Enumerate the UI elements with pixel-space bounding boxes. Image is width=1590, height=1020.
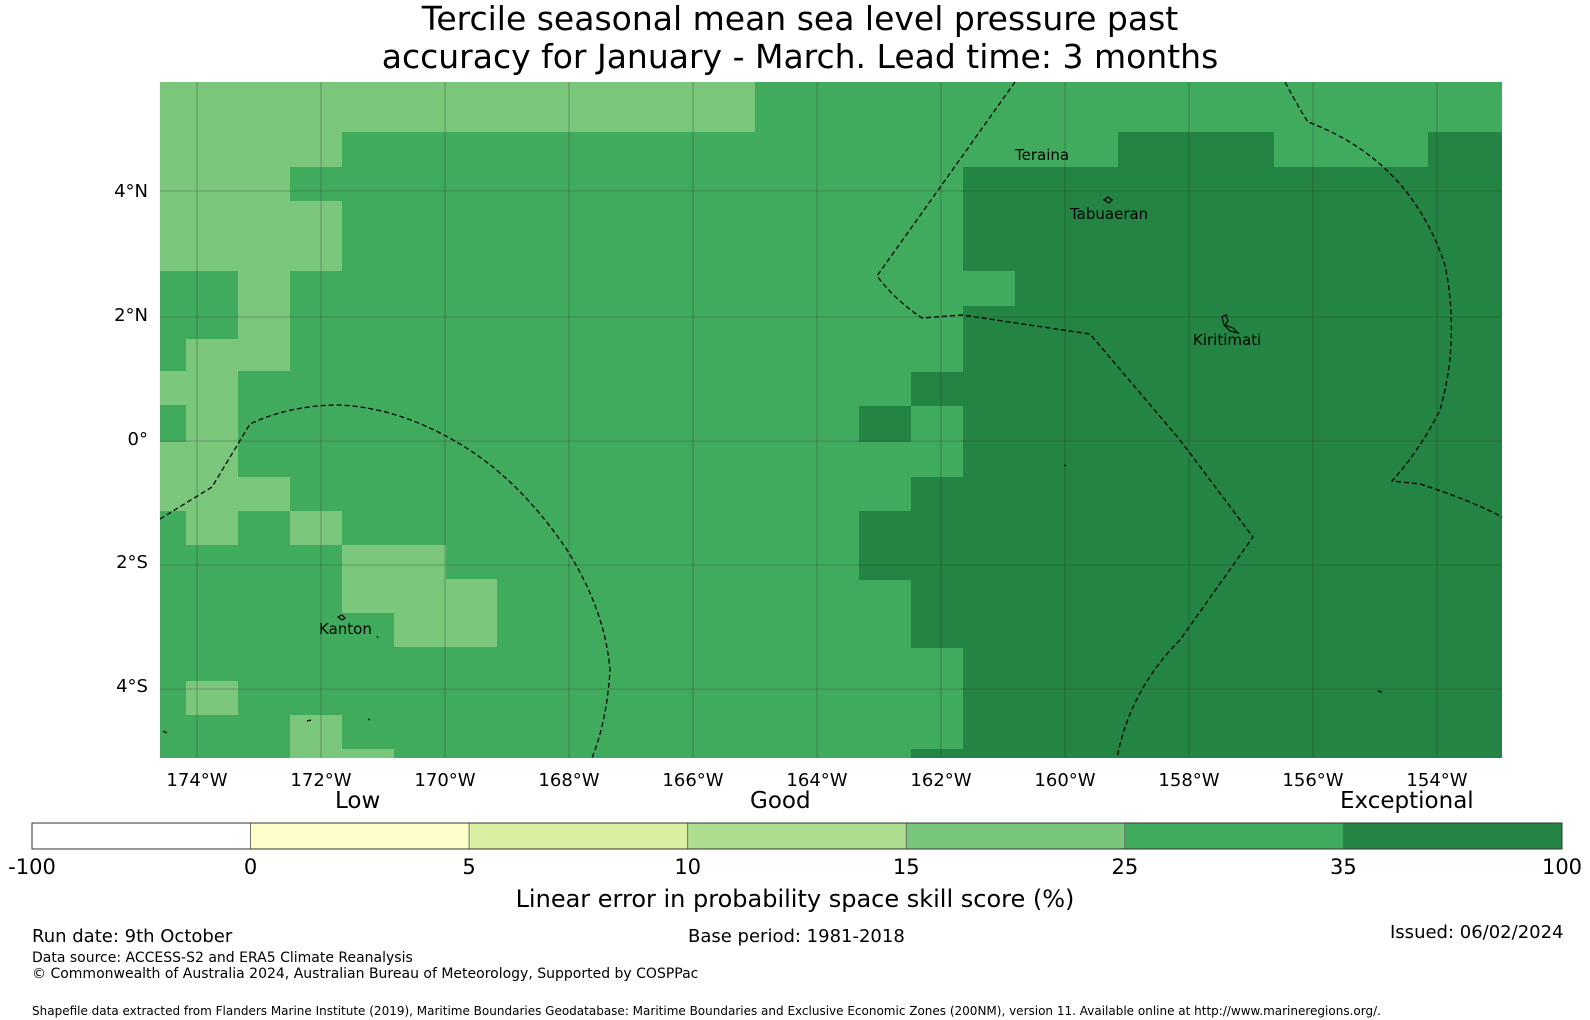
lon-label-170w: 170°W bbox=[414, 770, 476, 791]
islet-marker bbox=[376, 635, 379, 639]
grid-cell bbox=[290, 511, 342, 545]
colorbar-tick: 35 bbox=[1330, 855, 1357, 879]
eez-boundary-line-islands-east bbox=[1284, 81, 1503, 518]
islet-marker-3 bbox=[367, 718, 371, 721]
grid-cell bbox=[238, 477, 290, 511]
lon-label-154w: 154°W bbox=[1406, 770, 1468, 791]
data-source: Data source: ACCESS-S2 and ERA5 Climate … bbox=[32, 950, 413, 966]
lon-label-166w: 166°W bbox=[662, 770, 724, 791]
category-label-low: Low bbox=[335, 788, 381, 814]
issued-date: Issued: 06/02/2024 bbox=[1390, 922, 1564, 943]
grid-cell bbox=[1118, 132, 1274, 167]
colorbar-title: Linear error in probability space skill … bbox=[515, 885, 1075, 913]
grid-cell bbox=[911, 477, 1502, 511]
category-label-good: Good bbox=[750, 788, 811, 814]
lon-label-158w: 158°W bbox=[1158, 770, 1220, 791]
copyright: © Commonwealth of Australia 2024, Austra… bbox=[32, 966, 699, 982]
eez-boundary-line-islands-west bbox=[876, 81, 1254, 759]
lon-label-160w: 160°W bbox=[1034, 770, 1096, 791]
category-label-exceptional: Exceptional bbox=[1340, 788, 1474, 814]
map-title: Tercile seasonal mean sea level pressure… bbox=[250, 0, 1350, 76]
grid-cell bbox=[394, 613, 497, 647]
grid-cell bbox=[160, 442, 238, 511]
grid-cell bbox=[342, 545, 446, 579]
island-kiritimati-shape bbox=[1221, 314, 1240, 335]
lon-label-156w: 156°W bbox=[1282, 770, 1344, 791]
grid-cell bbox=[911, 749, 963, 758]
lon-label-168w: 168°W bbox=[538, 770, 600, 791]
title-line-1: Tercile seasonal mean sea level pressure… bbox=[421, 0, 1179, 38]
lon-label-174w: 174°W bbox=[166, 770, 228, 791]
grid-cell bbox=[963, 406, 1502, 477]
grid-cell bbox=[1428, 132, 1502, 167]
grid-cell bbox=[160, 167, 290, 201]
lat-label-4n: 4°N bbox=[114, 181, 148, 202]
colorbar-tick: 100 bbox=[1541, 855, 1583, 879]
colorbar-tick: 15 bbox=[892, 855, 920, 879]
lat-label-4s: 4°S bbox=[116, 676, 148, 697]
skill-grid bbox=[160, 82, 1502, 758]
eez-boundary-kanton bbox=[159, 404, 611, 759]
grid-cell bbox=[1015, 271, 1502, 306]
island-kanton-shape bbox=[336, 614, 346, 621]
grid-cell bbox=[160, 371, 238, 405]
grid-cell bbox=[238, 271, 290, 371]
islet-marker-5 bbox=[1063, 464, 1067, 467]
grid-cell bbox=[911, 372, 1502, 406]
grid-cell bbox=[342, 579, 497, 613]
grid-cell bbox=[186, 339, 238, 371]
colorbar-tick: 0 bbox=[243, 855, 258, 879]
islands bbox=[162, 196, 1383, 734]
colorbar-tick: 25 bbox=[1111, 855, 1139, 879]
colorbar-tick: 5 bbox=[462, 855, 476, 879]
grid-cell bbox=[963, 648, 1502, 758]
run-date: Run date: 9th October bbox=[32, 926, 233, 947]
grid-cell bbox=[859, 406, 911, 442]
grid-cell bbox=[160, 132, 342, 167]
islet-marker-2 bbox=[306, 719, 312, 722]
colorbar-tick: 10 bbox=[674, 855, 702, 879]
grid-cell bbox=[160, 201, 342, 271]
grid-cell bbox=[911, 580, 1502, 648]
grid-cell bbox=[186, 681, 238, 715]
lat-label-2s: 2°S bbox=[116, 552, 148, 573]
grid-cell bbox=[186, 405, 238, 442]
title-line-2: accuracy for January - March. Lead time:… bbox=[381, 37, 1219, 76]
island-teraina-shape bbox=[1102, 196, 1113, 204]
lon-label-172w: 172°W bbox=[290, 770, 352, 791]
grid-cell bbox=[859, 511, 1502, 580]
grid-cell bbox=[342, 749, 394, 758]
grid-cell bbox=[963, 167, 1502, 271]
lat-label-2n: 2°N bbox=[114, 305, 148, 326]
base-period: Base period: 1981-2018 bbox=[688, 926, 905, 947]
islet-marker-6 bbox=[162, 730, 168, 734]
place-label-kiritimati: Kiritimati bbox=[1193, 331, 1261, 349]
grid-cell bbox=[290, 715, 342, 758]
lon-label-162w: 162°W bbox=[910, 770, 972, 791]
grid-cell bbox=[186, 511, 238, 545]
eez-boundaries bbox=[159, 81, 1503, 759]
islet-marker-4 bbox=[1377, 690, 1383, 693]
place-label-kanton: Kanton bbox=[319, 620, 372, 638]
place-label-teraina: Teraina bbox=[1014, 146, 1069, 164]
graticule bbox=[160, 82, 1502, 758]
grid-cell bbox=[160, 82, 600, 132]
place-label-tabuaeran: Tabuaeran bbox=[1069, 205, 1148, 223]
lat-label-0: 0° bbox=[127, 429, 148, 450]
shapefile-credit: Shapefile data extracted from Flanders M… bbox=[32, 1004, 1381, 1018]
lon-label-164w: 164°W bbox=[786, 770, 848, 791]
colorbar-tick: -100 bbox=[8, 855, 56, 879]
